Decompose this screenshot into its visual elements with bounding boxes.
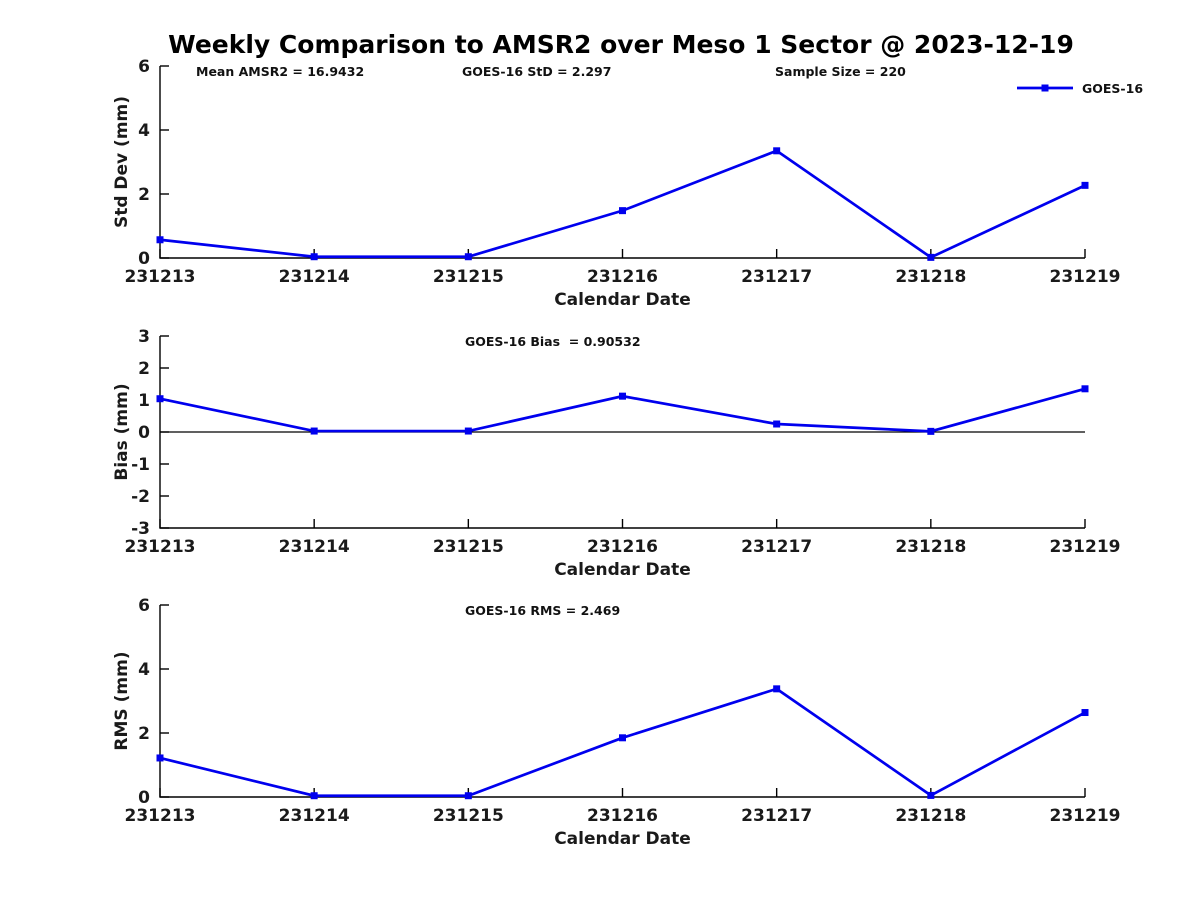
x-tick-label: 231213 [125, 537, 196, 557]
x-tick-label: 231217 [741, 537, 812, 557]
data-point-marker [1081, 709, 1089, 717]
data-point-marker [464, 427, 472, 435]
x-tick-label: 231214 [279, 806, 350, 826]
data-point-marker [156, 395, 164, 403]
x-tick-label: 231215 [433, 267, 504, 287]
data-point-marker [310, 427, 318, 435]
y-axis-label: Bias (mm) [112, 383, 132, 480]
legend: GOES-16 [1017, 81, 1143, 96]
y-axis-label: Std Dev (mm) [112, 96, 132, 228]
x-tick-label: 231216 [587, 806, 658, 826]
y-tick-label: -3 [131, 519, 150, 539]
x-tick-label: 231215 [433, 806, 504, 826]
legend-marker [1041, 84, 1049, 92]
annotation-text: Sample Size = 220 [775, 64, 906, 79]
data-point-marker [310, 792, 318, 800]
data-point-marker [156, 754, 164, 762]
x-tick-label: 231219 [1050, 537, 1121, 557]
axis-frame [159, 605, 1085, 798]
y-tick-label: 4 [138, 660, 150, 680]
data-point-marker [464, 253, 472, 261]
y-tick-label: 2 [138, 185, 150, 205]
data-point-marker [619, 392, 626, 400]
x-axis-label: Calendar Date [554, 290, 691, 310]
x-tick-label: 231214 [279, 267, 350, 287]
x-tick-label: 231218 [895, 806, 966, 826]
y-tick-label: 1 [138, 391, 150, 411]
y-tick-label: 6 [138, 57, 150, 77]
data-point-marker [310, 253, 318, 261]
subplot-rms: 0 2 4 6 231213 231214 231215 231216 231217 231218… [112, 596, 1120, 849]
x-tick-label: 231218 [895, 267, 966, 287]
y-tick-label: 0 [138, 423, 150, 443]
annotation-text: GOES-16 StD = 2.297 [462, 64, 611, 79]
y-tick-label: 0 [138, 249, 150, 269]
x-tick-label: 231216 [587, 267, 658, 287]
series-line-goes-16 [159, 687, 1086, 798]
data-point-marker [773, 147, 781, 155]
y-tick-label: -2 [131, 487, 150, 507]
y-tick-label: 3 [138, 327, 150, 347]
x-tick-label: 231217 [741, 806, 812, 826]
y-tick-label: -1 [131, 455, 150, 475]
y-tick-label: 6 [138, 596, 150, 616]
data-point-marker [927, 791, 935, 799]
data-point-marker [619, 734, 626, 742]
subplot-std-dev: 0 2 4 6 231213 231214 231215 231216 231217 231218… [112, 57, 1143, 310]
y-tick-label: 2 [138, 359, 150, 379]
chart-title: Weekly Comparison to AMSR2 over Meso 1 S… [168, 30, 1074, 59]
series-line-goes-16 [159, 149, 1086, 259]
y-tick-label: 4 [138, 121, 150, 141]
data-point-marker [773, 685, 781, 693]
legend-label: GOES-16 [1082, 81, 1143, 96]
y-tick-label: 2 [138, 724, 150, 744]
x-axis-label: Calendar Date [554, 560, 691, 580]
x-tick-label: 231219 [1050, 806, 1121, 826]
data-point-marker [464, 792, 472, 800]
x-tick-label: 231218 [895, 537, 966, 557]
data-point-marker [773, 420, 781, 428]
data-point-marker [619, 207, 626, 215]
annotation-text: GOES-16 RMS = 2.469 [465, 603, 620, 618]
x-tick-label: 231216 [587, 537, 658, 557]
x-tick-label: 231217 [741, 267, 812, 287]
annotation-text: Mean AMSR2 = 16.9432 [196, 64, 364, 79]
data-point-marker [927, 427, 935, 435]
data-point-marker [1081, 181, 1089, 189]
x-tick-label: 231219 [1050, 267, 1121, 287]
data-point-marker [1081, 385, 1089, 393]
x-tick-label: 231213 [125, 806, 196, 826]
y-tick-label: 0 [138, 788, 150, 808]
x-tick-label: 231213 [125, 267, 196, 287]
data-point-marker [156, 236, 164, 244]
data-point-marker [927, 253, 935, 261]
x-tick-label: 231215 [433, 537, 504, 557]
y-axis-label: RMS (mm) [112, 651, 132, 750]
x-tick-label: 231214 [279, 537, 350, 557]
x-axis-label: Calendar Date [554, 829, 691, 849]
annotation-text: GOES-16 Bias = 0.90532 [465, 334, 641, 349]
axis-frame [159, 66, 1085, 259]
